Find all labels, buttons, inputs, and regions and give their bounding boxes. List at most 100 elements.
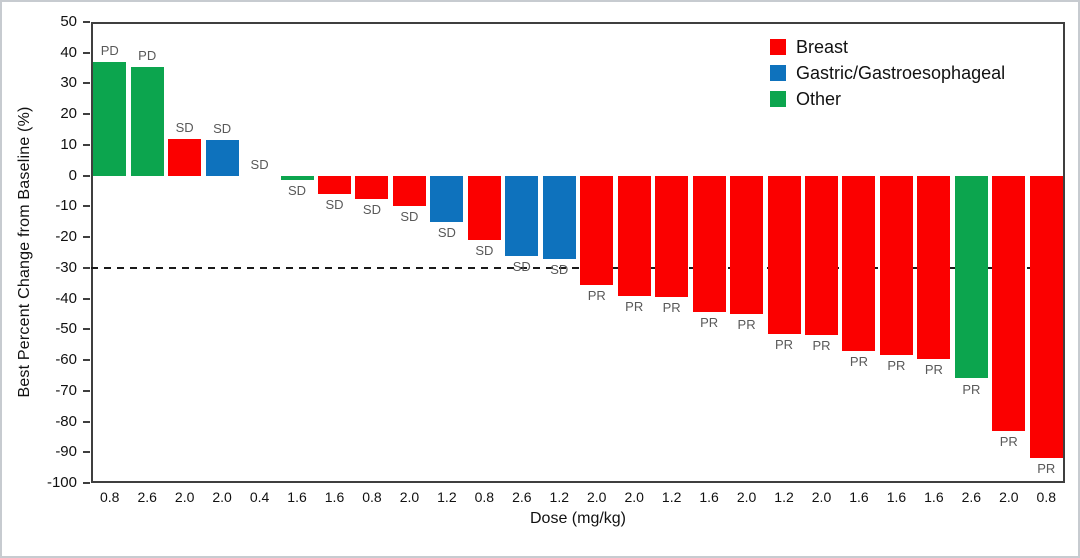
bar-breast	[692, 175, 726, 313]
dose-tick-label: 1.2	[437, 489, 457, 505]
y-tick-label: -80	[55, 412, 77, 430]
y-tick-mark	[83, 174, 90, 177]
legend-item: Breast	[770, 34, 1005, 60]
legend-label: Breast	[796, 36, 849, 57]
response-label: SD	[437, 224, 456, 240]
response-label: PR	[812, 338, 831, 354]
bar-breast	[879, 175, 913, 356]
bar-breast	[355, 175, 389, 199]
dose-tick-label: 2.0	[174, 489, 195, 505]
y-tick-label: -70	[55, 381, 77, 399]
response-label: SD	[362, 201, 381, 217]
bar-breast	[617, 175, 651, 296]
response-label: PR	[700, 315, 719, 331]
response-label: SD	[250, 156, 269, 172]
response-label: SD	[550, 261, 569, 277]
response-label: SD	[400, 209, 419, 225]
bar-gastric-gastroesophageal	[542, 175, 576, 259]
response-label: PD	[100, 42, 119, 58]
dose-tick-label: 2.0	[399, 489, 420, 505]
dose-tick-label: 0.8	[1036, 489, 1056, 505]
response-label: PR	[849, 353, 868, 369]
response-label: PR	[625, 298, 644, 314]
dose-tick-label: 2.6	[512, 489, 532, 505]
y-tick-label: -10	[55, 197, 77, 215]
y-tick-mark	[83, 359, 90, 362]
legend-label: Other	[796, 88, 842, 109]
dose-tick-label: 0.8	[474, 489, 495, 505]
response-label: SD	[288, 183, 307, 199]
y-tick-mark	[83, 297, 90, 300]
dose-tick-label: 1.6	[886, 489, 907, 505]
y-tick-mark	[83, 205, 90, 208]
response-label: PR	[737, 316, 756, 332]
response-label: SD	[325, 197, 344, 213]
y-tick-mark	[83, 51, 90, 54]
bar-breast	[580, 175, 614, 285]
y-tick-label: 30	[60, 74, 77, 92]
response-label: PR	[887, 358, 906, 374]
dose-tick-label: 0.4	[249, 489, 270, 505]
dose-tick-label: 0.8	[99, 489, 120, 505]
y-tick-label: -30	[55, 258, 77, 276]
legend-item: Gastric/Gastroesophageal	[770, 60, 1005, 86]
response-label: PD	[138, 47, 157, 63]
legend-label: Gastric/Gastroesophageal	[796, 62, 1006, 83]
y-tick-label: 50	[60, 13, 77, 30]
dose-tick-label: 2.0	[999, 489, 1019, 505]
y-tick-mark	[83, 236, 90, 239]
y-tick-label: 0	[68, 166, 77, 184]
dose-tick-label: 1.6	[287, 489, 307, 505]
dose-tick-label: 2.0	[736, 489, 757, 505]
bar-breast	[767, 175, 801, 334]
dose-tick-label: 1.2	[549, 489, 569, 505]
x-axis-title: Dose (mg/kg)	[529, 510, 627, 527]
bar-breast	[842, 175, 876, 351]
y-tick-mark	[83, 143, 90, 146]
dose-tick-label: 2.6	[137, 489, 157, 505]
bar-other	[280, 175, 314, 181]
bar-other	[954, 175, 988, 379]
y-tick-label: 20	[60, 105, 77, 123]
response-label: SD	[213, 121, 232, 137]
dose-tick-label: 1.2	[774, 489, 794, 505]
dose-tick-label: 2.0	[212, 489, 232, 505]
y-tick-mark	[83, 389, 90, 392]
y-tick-label: -40	[55, 289, 77, 307]
response-label: PR	[587, 287, 606, 303]
bar-breast	[467, 175, 501, 241]
legend-swatch-icon	[770, 39, 786, 55]
bar-breast	[917, 175, 951, 359]
y-tick-label: 10	[60, 135, 77, 153]
y-tick-mark	[83, 113, 90, 116]
y-tick-mark	[83, 420, 90, 423]
dose-tick-label: 1.6	[924, 489, 944, 505]
response-label: PR	[775, 336, 794, 352]
y-tick-mark	[83, 328, 90, 331]
y-tick-mark	[83, 82, 90, 85]
bar-breast	[1029, 175, 1063, 459]
y-tick-mark	[83, 451, 90, 454]
bar-gastric-gastroesophageal	[205, 140, 239, 176]
response-label: SD	[512, 258, 531, 274]
bar-breast	[168, 138, 202, 176]
response-label: PR	[1037, 461, 1056, 477]
response-label: SD	[475, 243, 494, 259]
dose-tick-label: 1.6	[849, 489, 869, 505]
dose-tick-label: 2.0	[624, 489, 644, 505]
bar-breast	[992, 175, 1026, 431]
y-tick-mark	[83, 21, 90, 23]
legend-item: Other	[770, 86, 1005, 112]
response-label: PR	[924, 361, 943, 377]
y-tick-label: -20	[55, 228, 77, 246]
dose-tick-label: 0.8	[362, 489, 382, 505]
y-tick-label: -100	[46, 474, 77, 491]
bar-gastric-gastroesophageal	[430, 175, 464, 222]
legend-swatch-icon	[770, 65, 786, 81]
y-tick-label: -90	[55, 443, 77, 461]
response-label: PR	[662, 300, 681, 316]
bar-breast	[392, 175, 426, 207]
legend: Breast Gastric/Gastroesophageal Other	[770, 34, 1005, 112]
bar-breast	[655, 175, 689, 298]
